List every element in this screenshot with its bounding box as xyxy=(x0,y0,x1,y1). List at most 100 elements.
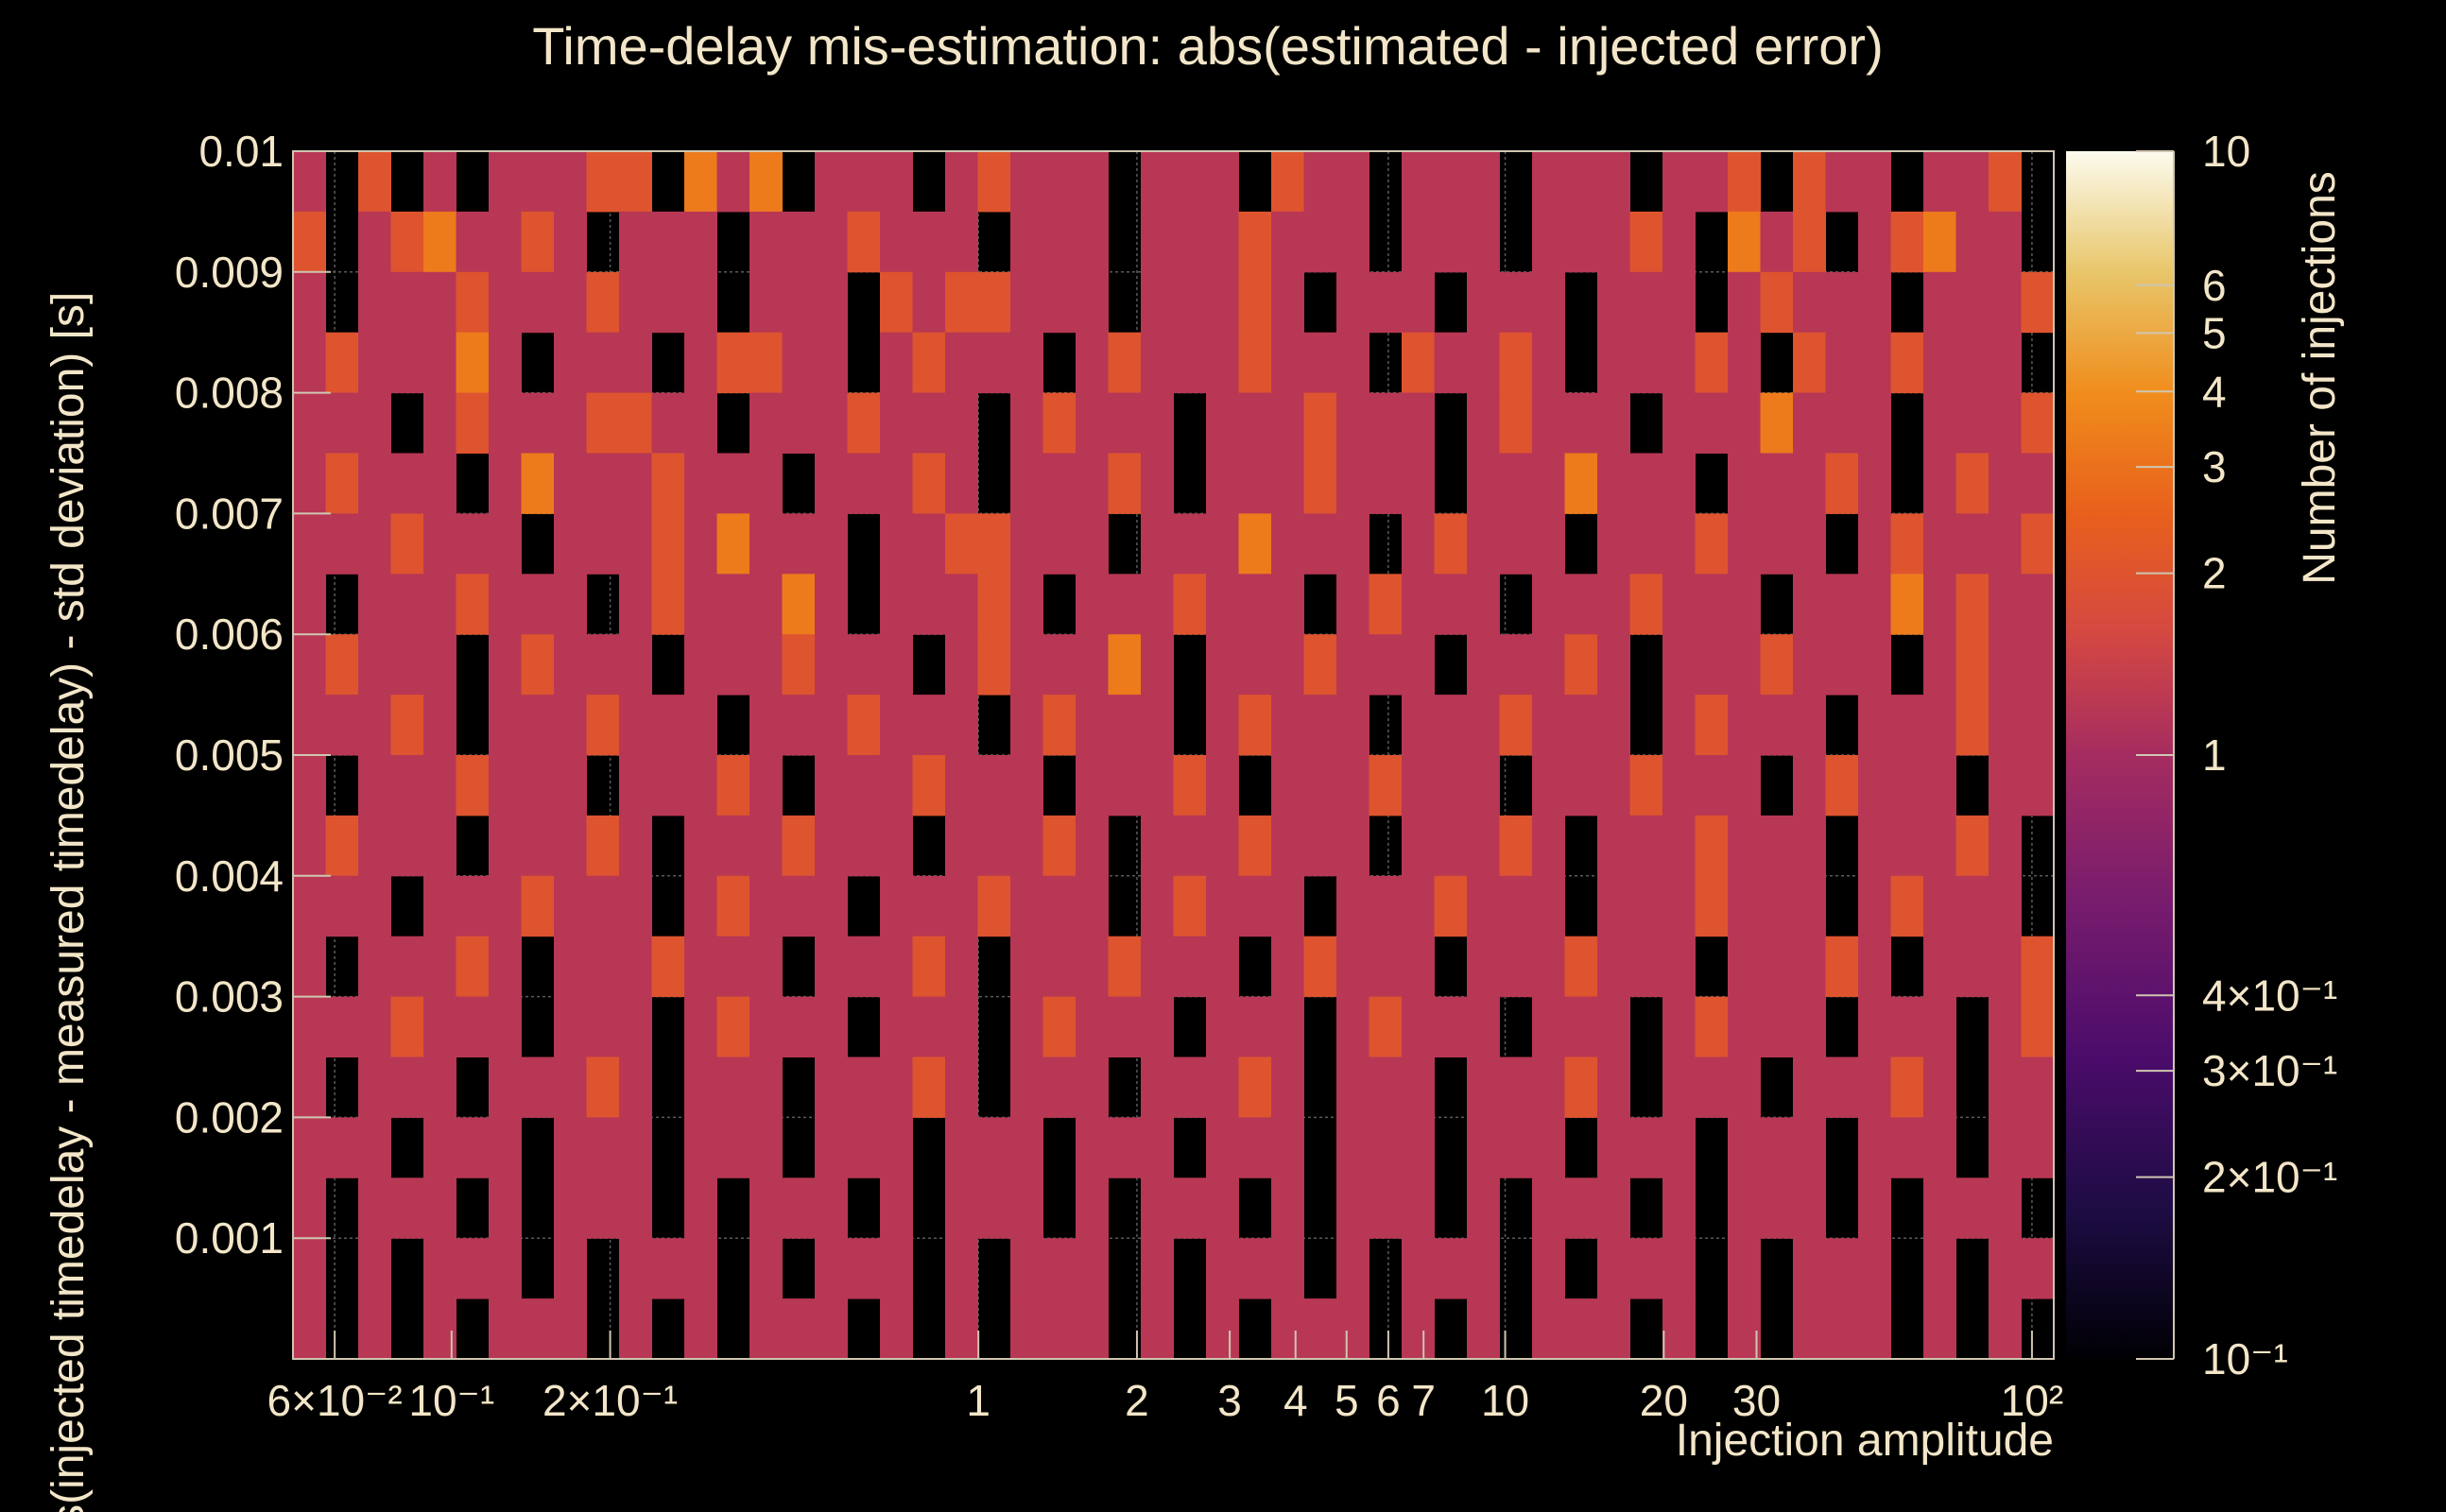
heatmap-cell xyxy=(1597,815,1630,877)
heatmap-cell xyxy=(1303,392,1337,454)
heatmap-cell xyxy=(847,815,881,877)
heatmap-cell xyxy=(554,1177,587,1239)
heatmap-cell xyxy=(945,875,978,937)
heatmap-cell xyxy=(358,332,391,394)
heatmap-cell xyxy=(1760,1177,1794,1239)
heatmap-cell xyxy=(293,936,326,998)
heatmap-cell xyxy=(1858,936,1891,998)
heatmap-cell xyxy=(1467,755,1500,816)
heatmap-cell xyxy=(2021,513,2055,575)
heatmap-cell xyxy=(1467,1298,1500,1360)
heatmap-cell xyxy=(912,755,946,816)
y-tick-label: 0.001 xyxy=(175,1213,284,1263)
heatmap-cell xyxy=(1825,392,1859,454)
heatmap-cell xyxy=(423,392,456,454)
heatmap-cell xyxy=(1076,151,1109,213)
heatmap-cell xyxy=(977,332,1011,394)
heatmap-cell xyxy=(749,211,783,273)
heatmap-cell xyxy=(1238,1057,1272,1118)
heatmap-cell xyxy=(1955,634,1990,696)
heatmap-cell xyxy=(1238,211,1272,273)
heatmap-cell xyxy=(977,815,1011,877)
heatmap-cell xyxy=(1695,634,1729,696)
x-axis-label: Injection amplitude xyxy=(1676,1416,2054,1466)
heatmap-cell xyxy=(2021,453,2055,514)
heatmap-cell xyxy=(1532,211,1565,273)
heatmap-cell xyxy=(1825,1298,1859,1360)
heatmap-cell xyxy=(1955,453,1990,514)
heatmap-cell xyxy=(1825,634,1859,696)
heatmap-cell xyxy=(1076,513,1109,575)
heatmap-cell xyxy=(1206,271,1239,334)
heatmap-cell xyxy=(1760,211,1794,273)
heatmap-cell xyxy=(1858,211,1891,273)
heatmap-cell xyxy=(945,151,978,213)
heatmap-cell xyxy=(1499,271,1533,334)
heatmap-cell xyxy=(977,574,1011,635)
heatmap-cell xyxy=(1989,996,2022,1057)
heatmap-cell xyxy=(815,1117,848,1178)
heatmap-cell xyxy=(1434,151,1468,213)
heatmap-cell xyxy=(1923,1238,1956,1299)
heatmap-cell xyxy=(1271,453,1304,514)
heatmap-cell xyxy=(1597,453,1630,514)
heatmap-cell xyxy=(1760,936,1794,998)
y-tick-label: 0.009 xyxy=(175,248,284,297)
heatmap-cell xyxy=(1728,815,1761,877)
heatmap-cell xyxy=(1402,574,1435,635)
heatmap-cell xyxy=(358,211,391,273)
x-tick-label: 1 xyxy=(966,1376,990,1425)
heatmap-cell xyxy=(521,151,555,213)
heatmap-cell xyxy=(1010,936,1043,998)
heatmap-cell xyxy=(716,634,750,696)
heatmap-cell xyxy=(716,513,750,575)
heatmap-cell xyxy=(619,1238,652,1299)
heatmap-cell xyxy=(912,211,946,273)
heatmap-cell xyxy=(2021,1117,2055,1178)
heatmap-cell xyxy=(1010,695,1043,756)
x-tick-label: 10 xyxy=(1481,1376,1529,1425)
heatmap-cell xyxy=(1760,875,1794,937)
heatmap-cell xyxy=(586,695,620,756)
heatmap-cell xyxy=(554,815,587,877)
heatmap-cell xyxy=(1793,271,1826,334)
heatmap-cell xyxy=(1467,211,1500,273)
heatmap-cell xyxy=(716,453,750,514)
heatmap-cell xyxy=(651,392,685,454)
heatmap-cell xyxy=(1989,453,2022,514)
heatmap-cell xyxy=(423,815,456,877)
y-tick-label: 0.008 xyxy=(175,369,284,418)
heatmap-cell xyxy=(815,1057,848,1118)
heatmap-cell xyxy=(293,453,326,514)
heatmap-cell xyxy=(586,513,620,575)
heatmap-cell xyxy=(1369,875,1403,937)
heatmap-cell xyxy=(945,211,978,273)
heatmap-cell xyxy=(1076,574,1109,635)
heatmap-cell xyxy=(1728,1057,1761,1118)
heatmap-cell xyxy=(1989,211,2022,273)
heatmap-cell xyxy=(782,875,816,937)
heatmap-cell xyxy=(554,875,587,937)
heatmap-cell xyxy=(1042,815,1077,877)
heatmap-cell xyxy=(1467,1057,1500,1118)
heatmap-cell xyxy=(1010,211,1043,273)
heatmap-cell xyxy=(390,815,424,877)
heatmap-cell xyxy=(1271,392,1304,454)
heatmap-cell xyxy=(1336,755,1369,816)
heatmap-cell xyxy=(1532,1057,1565,1118)
heatmap-cell xyxy=(749,695,783,756)
heatmap-cell xyxy=(1989,1177,2022,1239)
heatmap-cell xyxy=(423,211,456,273)
heatmap-cell xyxy=(1238,996,1272,1057)
heatmap-cell xyxy=(1858,695,1891,756)
heatmap-cell xyxy=(521,875,555,937)
heatmap-cell xyxy=(1010,151,1043,213)
heatmap-cell xyxy=(945,453,978,514)
heatmap-cell xyxy=(1564,1177,1598,1239)
heatmap-cell xyxy=(293,815,326,877)
heatmap-cell xyxy=(1955,271,1990,334)
heatmap-cell xyxy=(1206,875,1239,937)
heatmap-cell xyxy=(977,634,1011,696)
heatmap-cell xyxy=(1206,815,1239,877)
